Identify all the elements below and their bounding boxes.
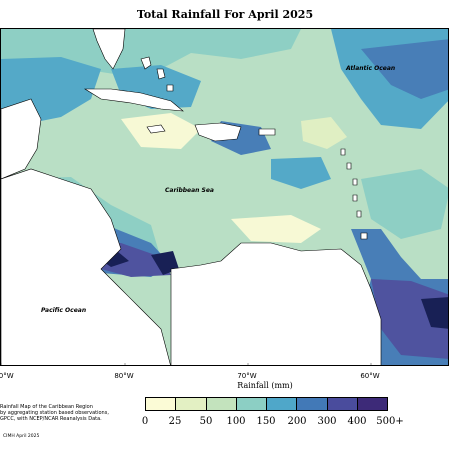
map-credit: CIMH April 2025 — [3, 434, 40, 439]
hispaniola-island — [194, 122, 242, 142]
legend-swatch — [327, 398, 358, 410]
legend-tick: 150 — [256, 416, 276, 427]
longitude-label-60w: 60°W — [360, 372, 380, 380]
legend-title: Rainfall (mm) — [237, 381, 293, 390]
legend-swatch — [206, 398, 237, 410]
legend-swatch — [176, 398, 207, 410]
legend-tick: 400 — [347, 416, 367, 427]
graticule — [1, 363, 372, 365]
caption-line: GPCC, with NCEP/NCAR Reanalysis Data. — [0, 416, 102, 423]
cuba-island — [83, 88, 184, 112]
mexico-land — [1, 98, 42, 180]
legend-tick: 0 — [141, 416, 149, 427]
pacific-ocean-label: Pacific Ocean — [41, 307, 87, 314]
legend-swatch — [236, 398, 267, 410]
legend-swatch — [297, 398, 328, 410]
longitude-label-80w: 80°W — [114, 372, 134, 380]
legend-colorbar — [145, 397, 388, 411]
bahamas-islands — [140, 56, 174, 92]
florida-land — [92, 29, 126, 70]
legend-tick: 25 — [168, 416, 182, 427]
map-caption: Rainfall Map of the Caribbean Region by … — [0, 404, 109, 423]
central-america-land — [1, 168, 171, 365]
jamaica-island — [146, 124, 166, 134]
south-america-land — [170, 242, 382, 365]
puerto-rico-island — [258, 128, 276, 136]
legend-tick: 50 — [199, 416, 213, 427]
rainfall-map: Atlantic Ocean Caribbean Sea Pacific Oce… — [0, 28, 449, 366]
legend-tick: 200 — [287, 416, 307, 427]
land-masses — [1, 29, 382, 365]
legend-tick: 300 — [317, 416, 337, 427]
longitude-label-90w: 90°W — [0, 372, 14, 380]
map-title: Total Rainfall For April 2025 — [136, 8, 314, 21]
legend-swatch — [267, 398, 298, 410]
legend-tick: 500+ — [376, 416, 404, 427]
atlantic-ocean-label: Atlantic Ocean — [346, 65, 396, 72]
legend-swatch — [357, 398, 387, 410]
legend-tick: 100 — [226, 416, 246, 427]
caribbean-sea-label: Caribbean Sea — [165, 187, 214, 194]
legend-swatch — [146, 398, 177, 410]
lesser-antilles — [340, 148, 368, 240]
longitude-label-70w: 70°W — [237, 372, 257, 380]
caption-line: by aggregating station based observation… — [0, 410, 109, 417]
caption-line: Rainfall Map of the Caribbean Region — [0, 404, 93, 410]
